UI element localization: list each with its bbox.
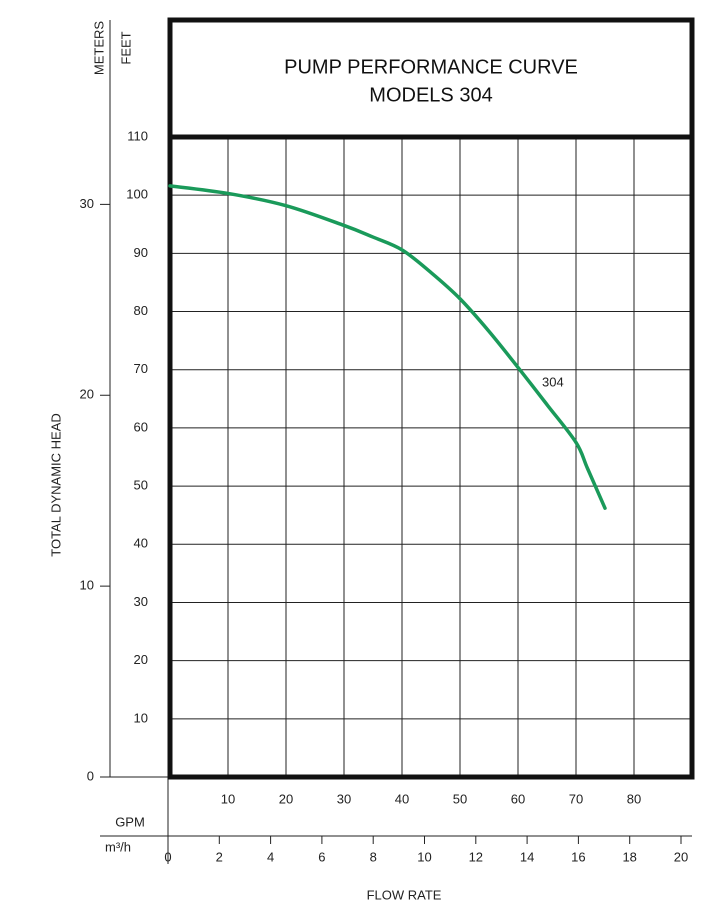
y-tick-label: 90 [134,245,148,260]
plot-frame [167,17,695,780]
series-label: 304 [542,374,564,389]
x2-tick-label: 4 [267,849,274,864]
x-tick-label: 20 [279,791,293,806]
y-tick-label: 60 [134,419,148,434]
y-tick-label: 30 [134,594,148,609]
y2-tick-label: 30 [80,196,94,211]
x-tick-label: 80 [627,791,641,806]
chart-title: PUMP PERFORMANCE CURVE [284,56,578,78]
x-tick-label: 70 [569,791,583,806]
y-unit: FEET [118,31,133,64]
x2-tick-label: 0 [164,849,171,864]
x2-unit: m³/h [105,839,131,854]
y-tick-label: 40 [134,536,148,551]
x2-tick-label: 18 [622,849,636,864]
x2-tick-label: 6 [318,849,325,864]
y2-tick-label: 10 [80,578,94,593]
x-tick-label: 50 [453,791,467,806]
x2-tick-label: 12 [469,849,483,864]
x-axis-label: FLOW RATE [367,887,442,902]
y-tick-label: 10 [134,710,148,725]
x-tick-label: 30 [337,791,351,806]
chart-subtitle: MODELS 304 [369,84,492,106]
x-tick-label: 60 [511,791,525,806]
y-tick-label: 110 [127,128,148,143]
x2-tick-label: 14 [520,849,534,864]
y-tick-label: 80 [134,303,148,318]
y2-tick-label: 0 [87,768,94,783]
x2-tick-label: 20 [674,849,688,864]
y-tick-label: 100 [126,187,148,202]
x2-tick-label: 10 [417,849,431,864]
x2-tick-label: 8 [370,849,377,864]
x2-tick-label: 2 [216,849,223,864]
y-tick-label: 50 [134,478,148,493]
x-tick-label: 40 [395,791,409,806]
x-unit: GPM [115,814,145,829]
y-tick-label: 20 [134,652,148,667]
y-axis-label: TOTAL DYNAMIC HEAD [48,413,63,557]
y-tick-label: 70 [134,361,148,376]
y2-unit: METERS [91,21,106,76]
x2-tick-label: 16 [571,849,585,864]
pump-curve [168,184,607,510]
y2-tick-label: 20 [80,387,94,402]
x-tick-label: 10 [221,791,235,806]
